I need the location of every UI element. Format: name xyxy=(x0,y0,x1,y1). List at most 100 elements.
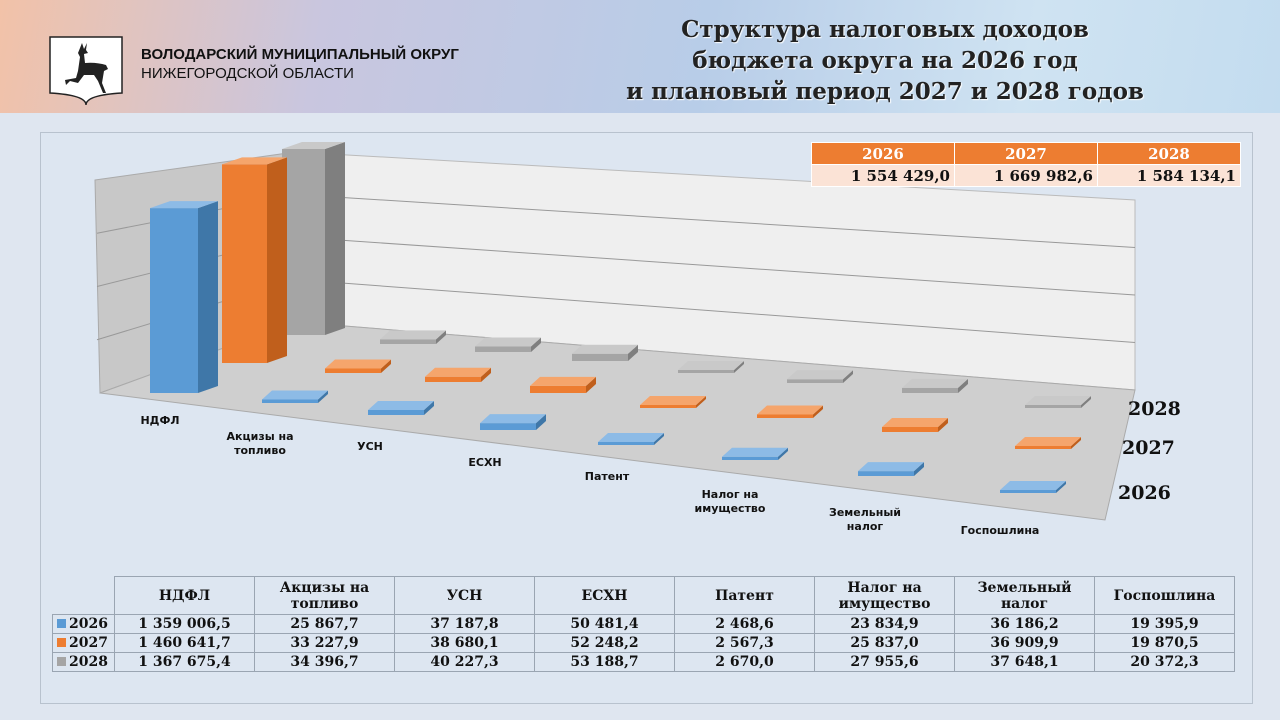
coat-of-arms-logo xyxy=(49,36,123,105)
bar-front-2026-5 xyxy=(722,456,778,460)
bar-front-2028-6 xyxy=(902,387,958,393)
table-cell: 50 481,4 xyxy=(534,614,675,634)
bar-top-2026-1 xyxy=(262,390,328,400)
bar-side-2028-3 xyxy=(628,344,638,361)
totals-value: 1 584 134,1 xyxy=(1097,164,1241,187)
totals-value: 1 554 429,0 xyxy=(811,164,955,187)
bar-side-2028-0 xyxy=(325,141,345,335)
gridline xyxy=(294,194,1136,248)
category-label: ЕСХН xyxy=(468,456,502,469)
category-label: Налог на имущество xyxy=(694,488,766,515)
legend-swatch xyxy=(57,657,66,666)
bar-front-2027-2 xyxy=(425,376,481,382)
table-cell: 34 396,7 xyxy=(254,652,395,672)
bar-front-2028-1 xyxy=(380,339,436,344)
table-cell: 33 227,9 xyxy=(254,633,395,653)
bar-top-2026-6 xyxy=(858,462,924,472)
bar-front-2027-5 xyxy=(757,414,813,418)
bar-top-2027-5 xyxy=(757,405,823,415)
category-label: УСН xyxy=(357,440,383,453)
legend-key: 2027 xyxy=(52,633,115,653)
bar-top-2028-2 xyxy=(475,337,541,347)
bar-side-2027-5 xyxy=(813,405,823,418)
bar-top-2028-7 xyxy=(1025,396,1091,405)
bar-front-2028-0 xyxy=(282,148,325,335)
bar-side-2026-6 xyxy=(914,462,924,476)
bar-side-2027-3 xyxy=(586,376,596,393)
bar-top-2027-2 xyxy=(425,367,491,377)
bar-top-2026-5 xyxy=(722,447,788,457)
table-cell: 36 909,9 xyxy=(954,633,1095,653)
bar-front-2027-1 xyxy=(325,368,381,373)
bar-top-2028-5 xyxy=(787,370,853,380)
bar-top-2028-3 xyxy=(572,344,638,354)
bar-top-2026-7 xyxy=(1000,481,1066,490)
bar-front-2027-7 xyxy=(1015,446,1071,449)
table-row: 2028 1 367 675,4 34 396,7 40 227,3 53 188,7 2… xyxy=(52,652,1235,672)
data-table: НДФЛ Акцизы на топливо УСН ЕСХН Патент Налог … xyxy=(52,576,1235,672)
bar-top-2026-4 xyxy=(598,433,664,442)
bar-top-2026-0 xyxy=(150,201,218,209)
category-label: Акцизы на топливо xyxy=(226,430,294,457)
bar-top-2026-2 xyxy=(368,400,434,410)
title-line: Структура налоговых доходов xyxy=(681,16,1089,43)
column-header: Налог на имущество xyxy=(814,576,955,615)
bar-top-2028-4 xyxy=(678,361,744,370)
table-cell: 38 680,1 xyxy=(394,633,535,653)
legend-label: 2027 xyxy=(69,635,108,651)
corner-cell xyxy=(53,577,115,615)
totals-table: 2026 2027 2028 1 554 429,0 1 669 982,6 1… xyxy=(811,142,1241,187)
table-cell: 36 186,2 xyxy=(954,614,1095,634)
title-line: и плановый период 2027 и 2028 годов xyxy=(626,78,1144,105)
bar-front-2026-7 xyxy=(1000,490,1056,493)
table-cell: 1 460 641,7 xyxy=(114,633,255,653)
depth-label-2027: 2027 xyxy=(1122,437,1175,459)
gridline xyxy=(294,236,1136,296)
table-header-row: НДФЛ Акцизы на топливо УСН ЕСХН Патент Налог … xyxy=(53,576,1235,615)
table-row: 2027 1 460 641,7 33 227,9 38 680,1 52 248,2 2… xyxy=(52,633,1235,653)
legend-label: 2028 xyxy=(69,654,108,670)
totals-year: 2028 xyxy=(1097,142,1241,165)
totals-year: 2026 xyxy=(811,142,955,165)
bar-front-2026-0 xyxy=(150,208,198,393)
table-cell: 53 188,7 xyxy=(534,652,675,672)
bar-side-2027-7 xyxy=(1071,437,1081,449)
bar-side-2027-2 xyxy=(481,367,491,382)
bar-front-2027-6 xyxy=(882,426,938,432)
totals-value: 1 669 982,6 xyxy=(954,164,1098,187)
bar-top-2027-4 xyxy=(640,396,706,405)
org-name: ВОЛОДАРСКИЙ МУНИЦИПАЛЬНЫЙ ОКРУГ xyxy=(141,46,459,63)
bar-front-2026-3 xyxy=(480,423,536,430)
bar-front-2028-3 xyxy=(572,353,628,361)
legend-label: 2026 xyxy=(69,616,108,632)
bar-top-2028-6 xyxy=(902,378,968,388)
title-line: бюджета округа на 2026 год xyxy=(692,47,1078,74)
bar-side-2026-4 xyxy=(654,433,664,445)
bar-front-2026-6 xyxy=(858,471,914,476)
header: ВОЛОДАРСКИЙ МУНИЦИПАЛЬНЫЙ ОКРУГ НИЖЕГОРО… xyxy=(0,0,1280,113)
bar-front-2026-2 xyxy=(368,409,424,415)
category-label: Госпошлина xyxy=(960,524,1040,537)
bar-front-2028-5 xyxy=(787,379,843,383)
bar-side-2028-7 xyxy=(1081,396,1091,408)
totals-year: 2027 xyxy=(954,142,1098,165)
table-cell: 52 248,2 xyxy=(534,633,675,653)
bar-top-2028-1 xyxy=(380,330,446,340)
bar-side-2026-0 xyxy=(198,201,218,393)
bar-side-2027-4 xyxy=(696,396,706,408)
bar-side-2027-6 xyxy=(938,417,948,432)
column-header: Акцизы на топливо xyxy=(254,576,395,615)
bar-front-2028-7 xyxy=(1025,405,1081,408)
bar-side-2027-1 xyxy=(381,359,391,373)
bar-front-2026-4 xyxy=(598,442,654,445)
table-cell: 1 359 006,5 xyxy=(114,614,255,634)
table-cell: 37 187,8 xyxy=(394,614,535,634)
bar-side-2028-2 xyxy=(531,337,541,352)
column-header: УСН xyxy=(394,576,535,615)
bar-side-2026-7 xyxy=(1056,481,1066,493)
legend-swatch xyxy=(57,619,66,628)
table-row: 2026 1 359 006,5 25 867,7 37 187,8 50 481,4 2… xyxy=(52,614,1235,634)
table-cell: 20 372,3 xyxy=(1094,652,1235,672)
bar-side-2026-3 xyxy=(536,414,546,430)
